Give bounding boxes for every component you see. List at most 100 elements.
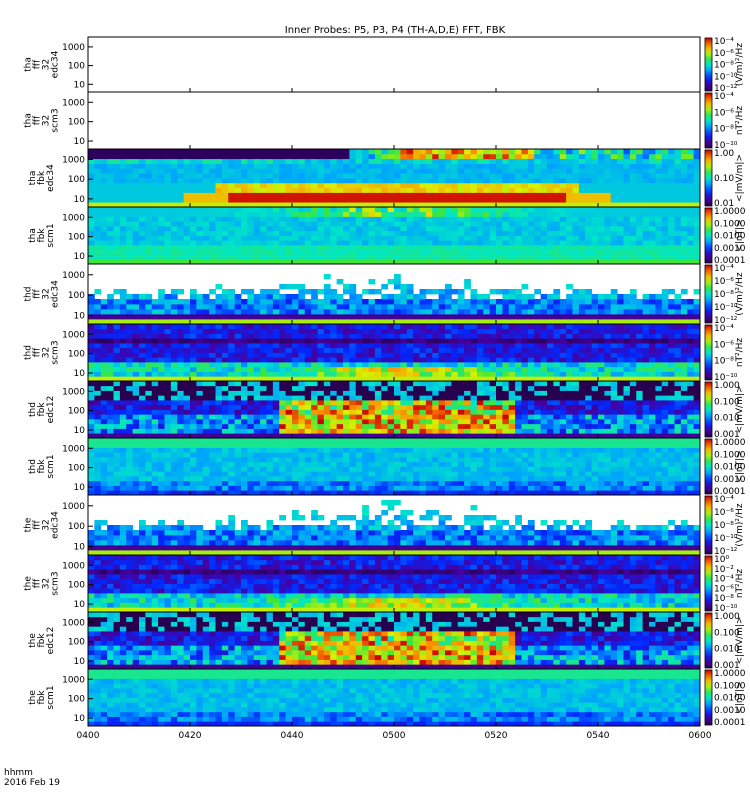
heatmap-cell — [349, 414, 356, 419]
heatmap-cell — [375, 419, 382, 424]
heatmap-cell — [171, 149, 178, 154]
heatmap-cell — [528, 334, 535, 339]
heatmap-cell — [617, 367, 624, 372]
colorbar-unit: (V/m)²/Hz — [735, 43, 745, 86]
colorbar-unit: (V/m)²/Hz — [735, 272, 745, 315]
heatmap-cell — [573, 207, 580, 212]
heatmap-cell — [560, 207, 567, 212]
heatmap-cell — [694, 149, 701, 154]
heatmap-cell — [196, 329, 203, 334]
heatmap-cell — [369, 168, 376, 173]
heatmap-cell — [407, 429, 414, 434]
heatmap-cell — [165, 173, 172, 178]
heatmap-cell — [241, 419, 248, 424]
heatmap-cell — [655, 188, 662, 193]
heatmap-cell — [400, 188, 407, 193]
heatmap-cell — [675, 299, 682, 304]
heatmap-cell — [165, 400, 172, 405]
heatmap-cell — [630, 149, 637, 154]
heatmap-cell — [292, 386, 299, 391]
heatmap-cell — [241, 154, 248, 159]
heatmap-cell — [381, 338, 388, 343]
heatmap-cell — [668, 159, 675, 164]
heatmap-cell — [177, 255, 184, 260]
heatmap-cell — [292, 400, 299, 405]
heatmap-cell — [94, 231, 101, 236]
heatmap-cell — [184, 245, 191, 250]
heatmap-cell — [522, 324, 529, 329]
heatmap-cell — [158, 173, 165, 178]
heatmap-cell — [407, 391, 414, 396]
heatmap-cell — [636, 217, 643, 222]
heatmap-cell — [209, 240, 216, 245]
heatmap-cell — [573, 178, 580, 183]
heatmap-cell — [273, 188, 280, 193]
heatmap-cell — [407, 221, 414, 226]
heatmap-cell — [369, 221, 376, 226]
heatmap-cell — [324, 386, 331, 391]
heatmap-cell — [458, 250, 465, 255]
heatmap-cell — [369, 395, 376, 400]
heatmap-cell — [228, 400, 235, 405]
heatmap-cell — [604, 226, 611, 231]
heatmap-cell — [235, 386, 242, 391]
heatmap-cell — [509, 294, 516, 299]
heatmap-cell — [432, 309, 439, 314]
heatmap-cell — [286, 410, 293, 415]
heatmap-cell — [343, 245, 350, 250]
colorbar — [705, 150, 712, 206]
heatmap-cell — [502, 357, 509, 362]
heatmap-cell — [88, 386, 95, 391]
heatmap-cell — [515, 236, 522, 241]
heatmap-cell — [145, 429, 152, 434]
heatmap-cell — [292, 193, 299, 198]
heatmap-cell — [126, 173, 133, 178]
heatmap-cell — [509, 314, 516, 319]
heatmap-cell — [337, 338, 344, 343]
heatmap-cell — [598, 304, 605, 309]
heatmap-cell — [114, 405, 121, 410]
heatmap-cell — [502, 367, 509, 372]
heatmap-cell — [496, 334, 503, 339]
heatmap-cell — [158, 255, 165, 260]
heatmap-cell — [177, 250, 184, 255]
heatmap-cell — [381, 255, 388, 260]
heatmap-cell — [94, 429, 101, 434]
heatmap-cell — [305, 245, 312, 250]
heatmap-cell — [171, 414, 178, 419]
heatmap-cell — [490, 197, 497, 202]
heatmap-cell — [228, 245, 235, 250]
heatmap-cell — [592, 168, 599, 173]
heatmap-cell — [490, 419, 497, 424]
heatmap-cell — [471, 329, 478, 334]
heatmap-cell — [273, 154, 280, 159]
heatmap-cell — [145, 304, 152, 309]
heatmap-cell — [687, 217, 694, 222]
heatmap-cell — [426, 314, 433, 319]
heatmap-cell — [490, 334, 497, 339]
heatmap-cell — [101, 173, 108, 178]
heatmap-cell — [432, 245, 439, 250]
heatmap-cell — [687, 299, 694, 304]
heatmap-cell — [343, 304, 350, 309]
heatmap-cell — [216, 367, 223, 372]
heatmap-cell — [483, 329, 490, 334]
heatmap-cell — [553, 245, 560, 250]
heatmap-cell — [643, 236, 650, 241]
heatmap-cell — [458, 405, 465, 410]
heatmap-cell — [445, 207, 452, 212]
heatmap-cell — [330, 395, 337, 400]
heatmap-cell — [324, 304, 331, 309]
heatmap-cell — [445, 212, 452, 217]
heatmap-cell — [222, 353, 229, 358]
heatmap-cell — [184, 154, 191, 159]
heatmap-cell — [298, 207, 305, 212]
heatmap-cell — [184, 159, 191, 164]
heatmap-cell — [566, 309, 573, 314]
heatmap-cell — [464, 168, 471, 173]
heatmap-cell — [343, 395, 350, 400]
heatmap-cell — [133, 207, 140, 212]
heatmap-cell — [509, 400, 516, 405]
heatmap-cell — [203, 429, 210, 434]
heatmap-cell — [165, 362, 172, 367]
